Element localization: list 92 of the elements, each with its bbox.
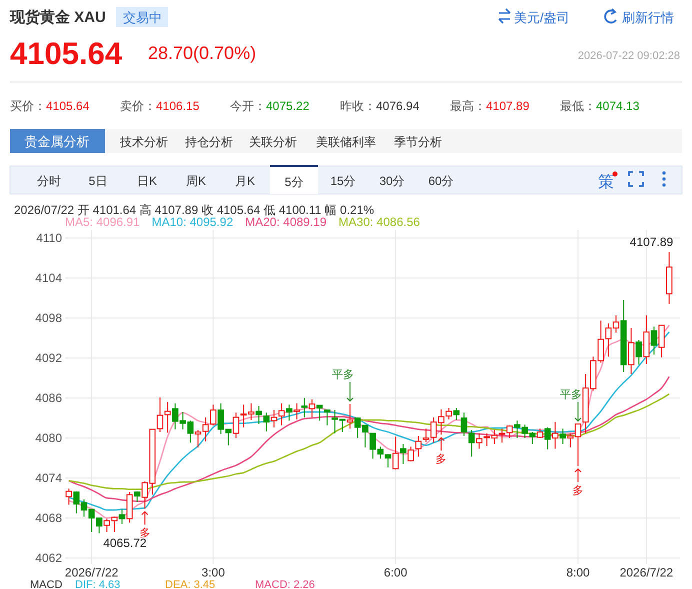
candlestick [66, 488, 72, 506]
candlestick [408, 446, 414, 462]
x-tick-label: 2026/7/22 [620, 566, 674, 580]
y-tick-label: 4110 [36, 230, 62, 245]
text: 5分 [284, 175, 304, 189]
text: 今开：4075.22 [230, 99, 310, 113]
y-tick-label: 4098 [35, 310, 62, 325]
annotation: 平多 [560, 389, 582, 401]
candlestick [460, 412, 468, 436]
y-tick-label: 4086 [35, 390, 62, 405]
text: 5日 [88, 174, 108, 188]
text: 分时 [37, 174, 61, 188]
text: DEA: 3.45 [165, 579, 216, 589]
text: 昨收：4076.94 [340, 99, 420, 113]
candlestick [346, 404, 354, 430]
y-tick-label: 4080 [35, 430, 62, 445]
candlestick [628, 328, 634, 374]
y-tick-label: 4074 [35, 470, 62, 485]
text: 最低：4074.13 [560, 99, 640, 113]
chart-title: 现货黄金 XAU [9, 9, 106, 26]
candlestick [156, 396, 164, 432]
candlestick [650, 326, 658, 356]
text: MACD [30, 579, 62, 589]
candlestick [270, 410, 278, 428]
candlestick [301, 398, 308, 418]
annotation: 多 [436, 454, 447, 466]
candlestick [560, 428, 566, 444]
candlestick [468, 430, 475, 458]
text: 关联分析 [249, 135, 297, 149]
annotation: 平多 [332, 369, 354, 381]
candlestick [324, 410, 330, 426]
candlestick [316, 404, 323, 422]
candlestick [636, 340, 642, 366]
annotation: 多 [572, 485, 584, 497]
text: 季节分析 [394, 135, 442, 149]
text: MA5: 4096.91 [65, 215, 140, 229]
text: 卖价：4106.15 [120, 99, 200, 113]
candlestick [658, 324, 665, 358]
text: MA10: 4095.92 [152, 215, 234, 229]
candlestick [263, 412, 270, 432]
text: 策 [598, 173, 614, 191]
text: 最高：4107.89 [450, 99, 530, 113]
annotation: 4107.89 [630, 235, 674, 250]
text: 4105.64 [46, 99, 90, 113]
text: 日K [136, 174, 158, 188]
candlestick [232, 412, 240, 438]
text: 美联储利率 [316, 135, 376, 149]
candlestick [118, 508, 126, 524]
text: 2026/07/22 开 4101.64 高 4107.89 收 4105.64 低 4100.11 幅 0.21% [14, 203, 374, 217]
y-tick-label: 4068 [35, 510, 62, 525]
text: 30分 [379, 174, 405, 188]
y-tick-label: 4092 [35, 350, 62, 365]
text: MACD: 2.26 [255, 579, 315, 589]
x-tick-label: 2026/7/22 [64, 566, 119, 580]
text: 4105.64 [10, 36, 122, 71]
candlestick [415, 436, 422, 458]
text: 2026-07-22 09:02:28 [578, 50, 680, 62]
text: 技术分析 [119, 135, 168, 149]
candlestick [126, 492, 133, 524]
candlestick [498, 428, 506, 444]
text: 美元/盎司 [514, 10, 570, 25]
text: DIF: 4.63 [75, 579, 120, 589]
y-tick-label: 4104 [35, 270, 62, 285]
text: 刷新行情 [622, 10, 674, 25]
text: 持仓分析 [185, 135, 233, 149]
candlestick [552, 422, 558, 450]
text: 月K [234, 174, 256, 188]
candlestick [392, 436, 399, 470]
candlestick [476, 432, 482, 450]
candlestick [286, 404, 292, 422]
candlestick [453, 408, 460, 420]
x-tick-label: 8:00 [566, 566, 590, 580]
text: MA20: 4089.19 [245, 215, 327, 229]
text: 交易中 [123, 10, 162, 25]
y-tick-label: 4062 [35, 550, 62, 565]
text: 60分 [428, 174, 454, 188]
candlestick [400, 444, 406, 464]
candlestick [278, 402, 285, 426]
text: 15分 [330, 174, 356, 188]
candlestick [506, 424, 513, 438]
x-tick-label: 6:00 [384, 566, 408, 580]
text: 28.70(0.70%) [148, 43, 256, 63]
candlestick [294, 402, 300, 420]
candlestick [308, 398, 316, 418]
candlestick [256, 406, 262, 424]
x-tick-label: 3:00 [202, 566, 226, 580]
candlestick [544, 426, 551, 450]
candlestick [164, 402, 171, 434]
text: 贵金属分析 [24, 134, 90, 149]
text: 周K [186, 174, 206, 188]
text: 买价： [10, 99, 46, 113]
text: MA30: 4086.56 [338, 215, 420, 229]
